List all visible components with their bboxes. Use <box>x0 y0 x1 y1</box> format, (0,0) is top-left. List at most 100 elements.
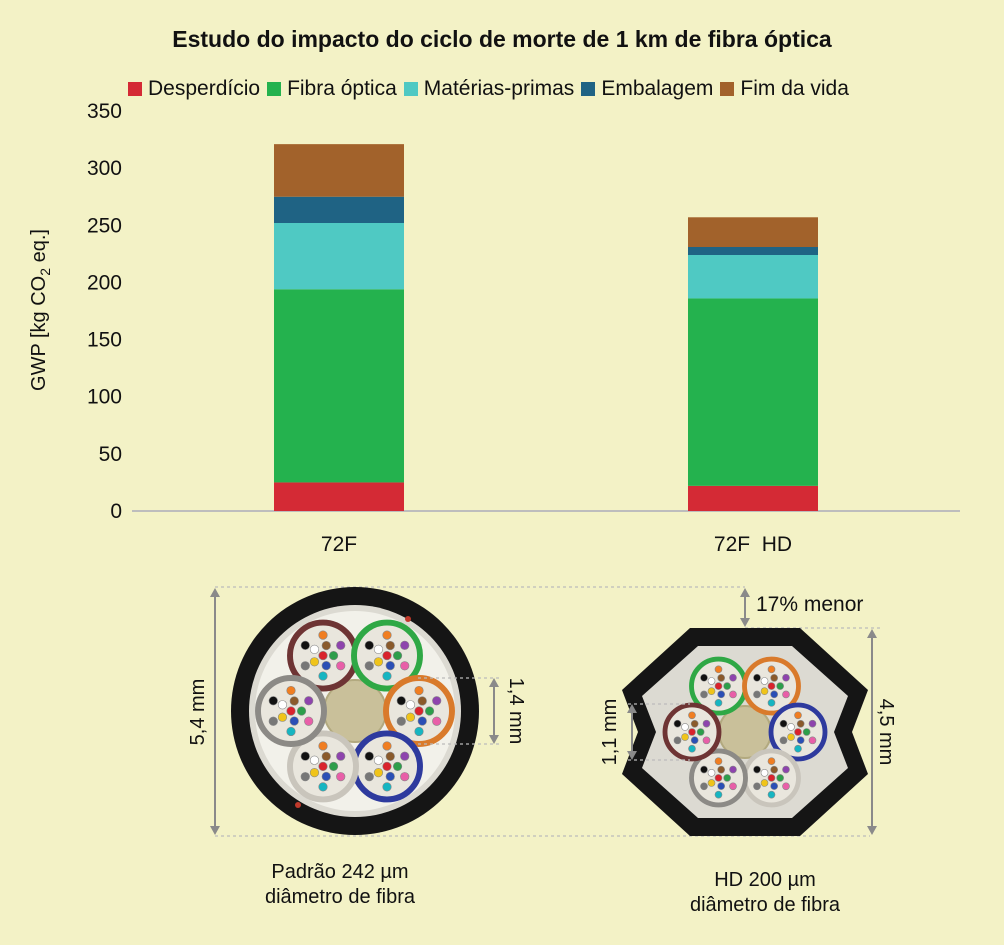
fiber <box>794 744 802 753</box>
fiber <box>796 719 805 728</box>
fiber <box>414 685 424 696</box>
fiber <box>286 706 296 716</box>
fiber <box>717 782 725 790</box>
x-tick-label: 72F <box>321 533 357 556</box>
right-caption-line1: HD 200 µm <box>714 869 816 891</box>
arrow-head <box>627 751 637 760</box>
fiber <box>700 673 708 682</box>
fiber <box>707 779 716 787</box>
fiber <box>782 690 790 699</box>
bar-segment <box>274 482 404 511</box>
chart-legend: Desperdício Fibra óptica Matérias-primas Em… <box>128 76 856 102</box>
fiber <box>794 728 802 736</box>
fiber <box>392 761 403 772</box>
fiber <box>268 696 278 706</box>
legend-label: Matérias-primas <box>423 77 575 100</box>
fiber <box>779 719 788 728</box>
fiber <box>414 726 424 737</box>
fiber <box>681 733 689 741</box>
fiber <box>770 674 778 682</box>
fiber <box>779 736 788 745</box>
fiber <box>382 630 392 640</box>
fiber <box>753 782 761 791</box>
fiber <box>714 774 723 782</box>
buffer-tube-group <box>742 748 801 808</box>
y-tick-label: 200 <box>87 271 122 294</box>
fiber <box>309 644 320 654</box>
fiber <box>808 719 817 728</box>
fiber <box>673 719 682 728</box>
fiber <box>300 751 310 761</box>
arrow-head <box>627 704 637 713</box>
fiber <box>400 640 410 650</box>
arrow-head <box>867 629 877 638</box>
fiber <box>432 716 442 726</box>
arrow-head <box>489 735 499 744</box>
buffer-tube-group <box>351 619 423 692</box>
fiber <box>688 744 696 753</box>
fiber <box>385 661 395 671</box>
fiber <box>414 706 424 716</box>
fiber <box>321 771 331 782</box>
legend-label: Embalagem <box>601 77 714 100</box>
y-tick-label: 250 <box>87 214 122 237</box>
fiber <box>296 706 307 716</box>
bar-segment <box>688 485 818 511</box>
fiber <box>304 716 314 726</box>
right-outer-dimension-label: 4,5 mm <box>875 699 897 766</box>
fiber <box>707 769 716 777</box>
fiber <box>696 728 705 736</box>
fiber <box>385 751 395 761</box>
fiber <box>729 765 737 774</box>
fiber <box>700 765 708 774</box>
legend-label: Fibra óptica <box>287 77 397 100</box>
fiber <box>277 712 288 722</box>
legend-item: Embalagem <box>581 77 713 101</box>
buffer-tube-group <box>689 748 748 808</box>
fiber <box>776 774 784 782</box>
fiber <box>373 644 384 654</box>
fiber <box>767 757 776 765</box>
fiber <box>318 741 328 751</box>
arrow-head <box>489 678 499 687</box>
legend-label: Fim da vida <box>740 77 849 100</box>
fiber <box>336 751 346 761</box>
bar-segment <box>274 289 404 483</box>
arrow-head <box>867 826 877 835</box>
fiber <box>385 771 395 782</box>
fiber <box>753 690 761 699</box>
right-outer-dimension <box>867 629 877 835</box>
fiber <box>787 733 795 741</box>
right-tube-dimension <box>627 704 637 760</box>
fiber <box>328 650 339 661</box>
fiber <box>808 736 817 745</box>
fiber <box>770 690 778 699</box>
left-tube-dimension <box>489 678 499 744</box>
fiber <box>770 765 778 774</box>
fiber <box>760 677 769 685</box>
fiber <box>318 630 328 640</box>
fiber <box>702 736 711 745</box>
fiber <box>373 768 384 778</box>
fiber <box>309 768 320 778</box>
fiber <box>286 726 296 737</box>
fiber <box>289 696 299 706</box>
x-tick-label: 72F HD <box>714 533 792 556</box>
fiber <box>802 728 811 736</box>
fiber <box>289 716 299 726</box>
fiber <box>714 682 723 690</box>
right-caption-line2: diâmetro de fibra <box>689 894 841 916</box>
legend-label: Desperdício <box>148 77 261 100</box>
fiber <box>400 751 410 761</box>
chart-title: Estudo do impacto do ciclo de morte de 1… <box>172 26 832 52</box>
fiber <box>432 696 442 706</box>
fiber <box>770 782 778 790</box>
fiber <box>396 716 406 726</box>
fiber <box>321 640 331 651</box>
fiber <box>373 657 384 667</box>
fiber <box>714 757 723 765</box>
fiber <box>776 682 784 690</box>
fiber <box>714 790 723 799</box>
fiber <box>700 690 708 699</box>
left-outer-dimension <box>210 588 220 835</box>
